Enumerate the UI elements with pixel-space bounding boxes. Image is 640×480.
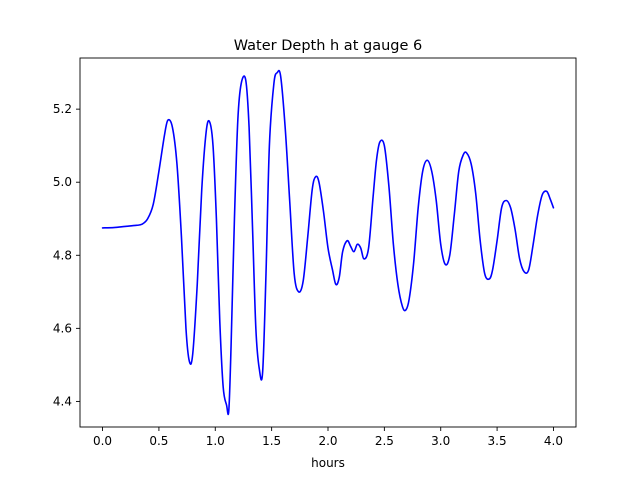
x-tick-label: 2.0 — [318, 434, 337, 448]
x-tick-label: 3.5 — [488, 434, 507, 448]
y-tick-label: 5.2 — [53, 102, 72, 116]
x-tick-label: 0.5 — [149, 434, 168, 448]
y-tick-label: 4.8 — [53, 248, 72, 262]
axes: 0.0 0.5 1.0 1.5 2.0 2.5 3.0 3.5 4.0 4.4 4.6 4.8 5.0 5… — [53, 57, 577, 448]
x-axis-label: hours — [311, 456, 345, 470]
x-tick-label: 1.0 — [206, 434, 225, 448]
plot-area — [101, 69, 555, 416]
series-line-0 — [101, 69, 555, 416]
x-tick-label: 0.0 — [93, 434, 112, 448]
x-tick-label: 2.5 — [375, 434, 394, 448]
chart-title: Water Depth h at gauge 6 — [234, 38, 422, 54]
y-tick-label: 4.4 — [53, 394, 72, 408]
x-tick-label: 1.5 — [262, 434, 281, 448]
x-tick-label: 3.0 — [431, 434, 450, 448]
x-tick-label: 4.0 — [544, 434, 563, 448]
y-tick-label: 4.6 — [53, 321, 72, 335]
y-tick-label: 5.0 — [53, 175, 72, 189]
